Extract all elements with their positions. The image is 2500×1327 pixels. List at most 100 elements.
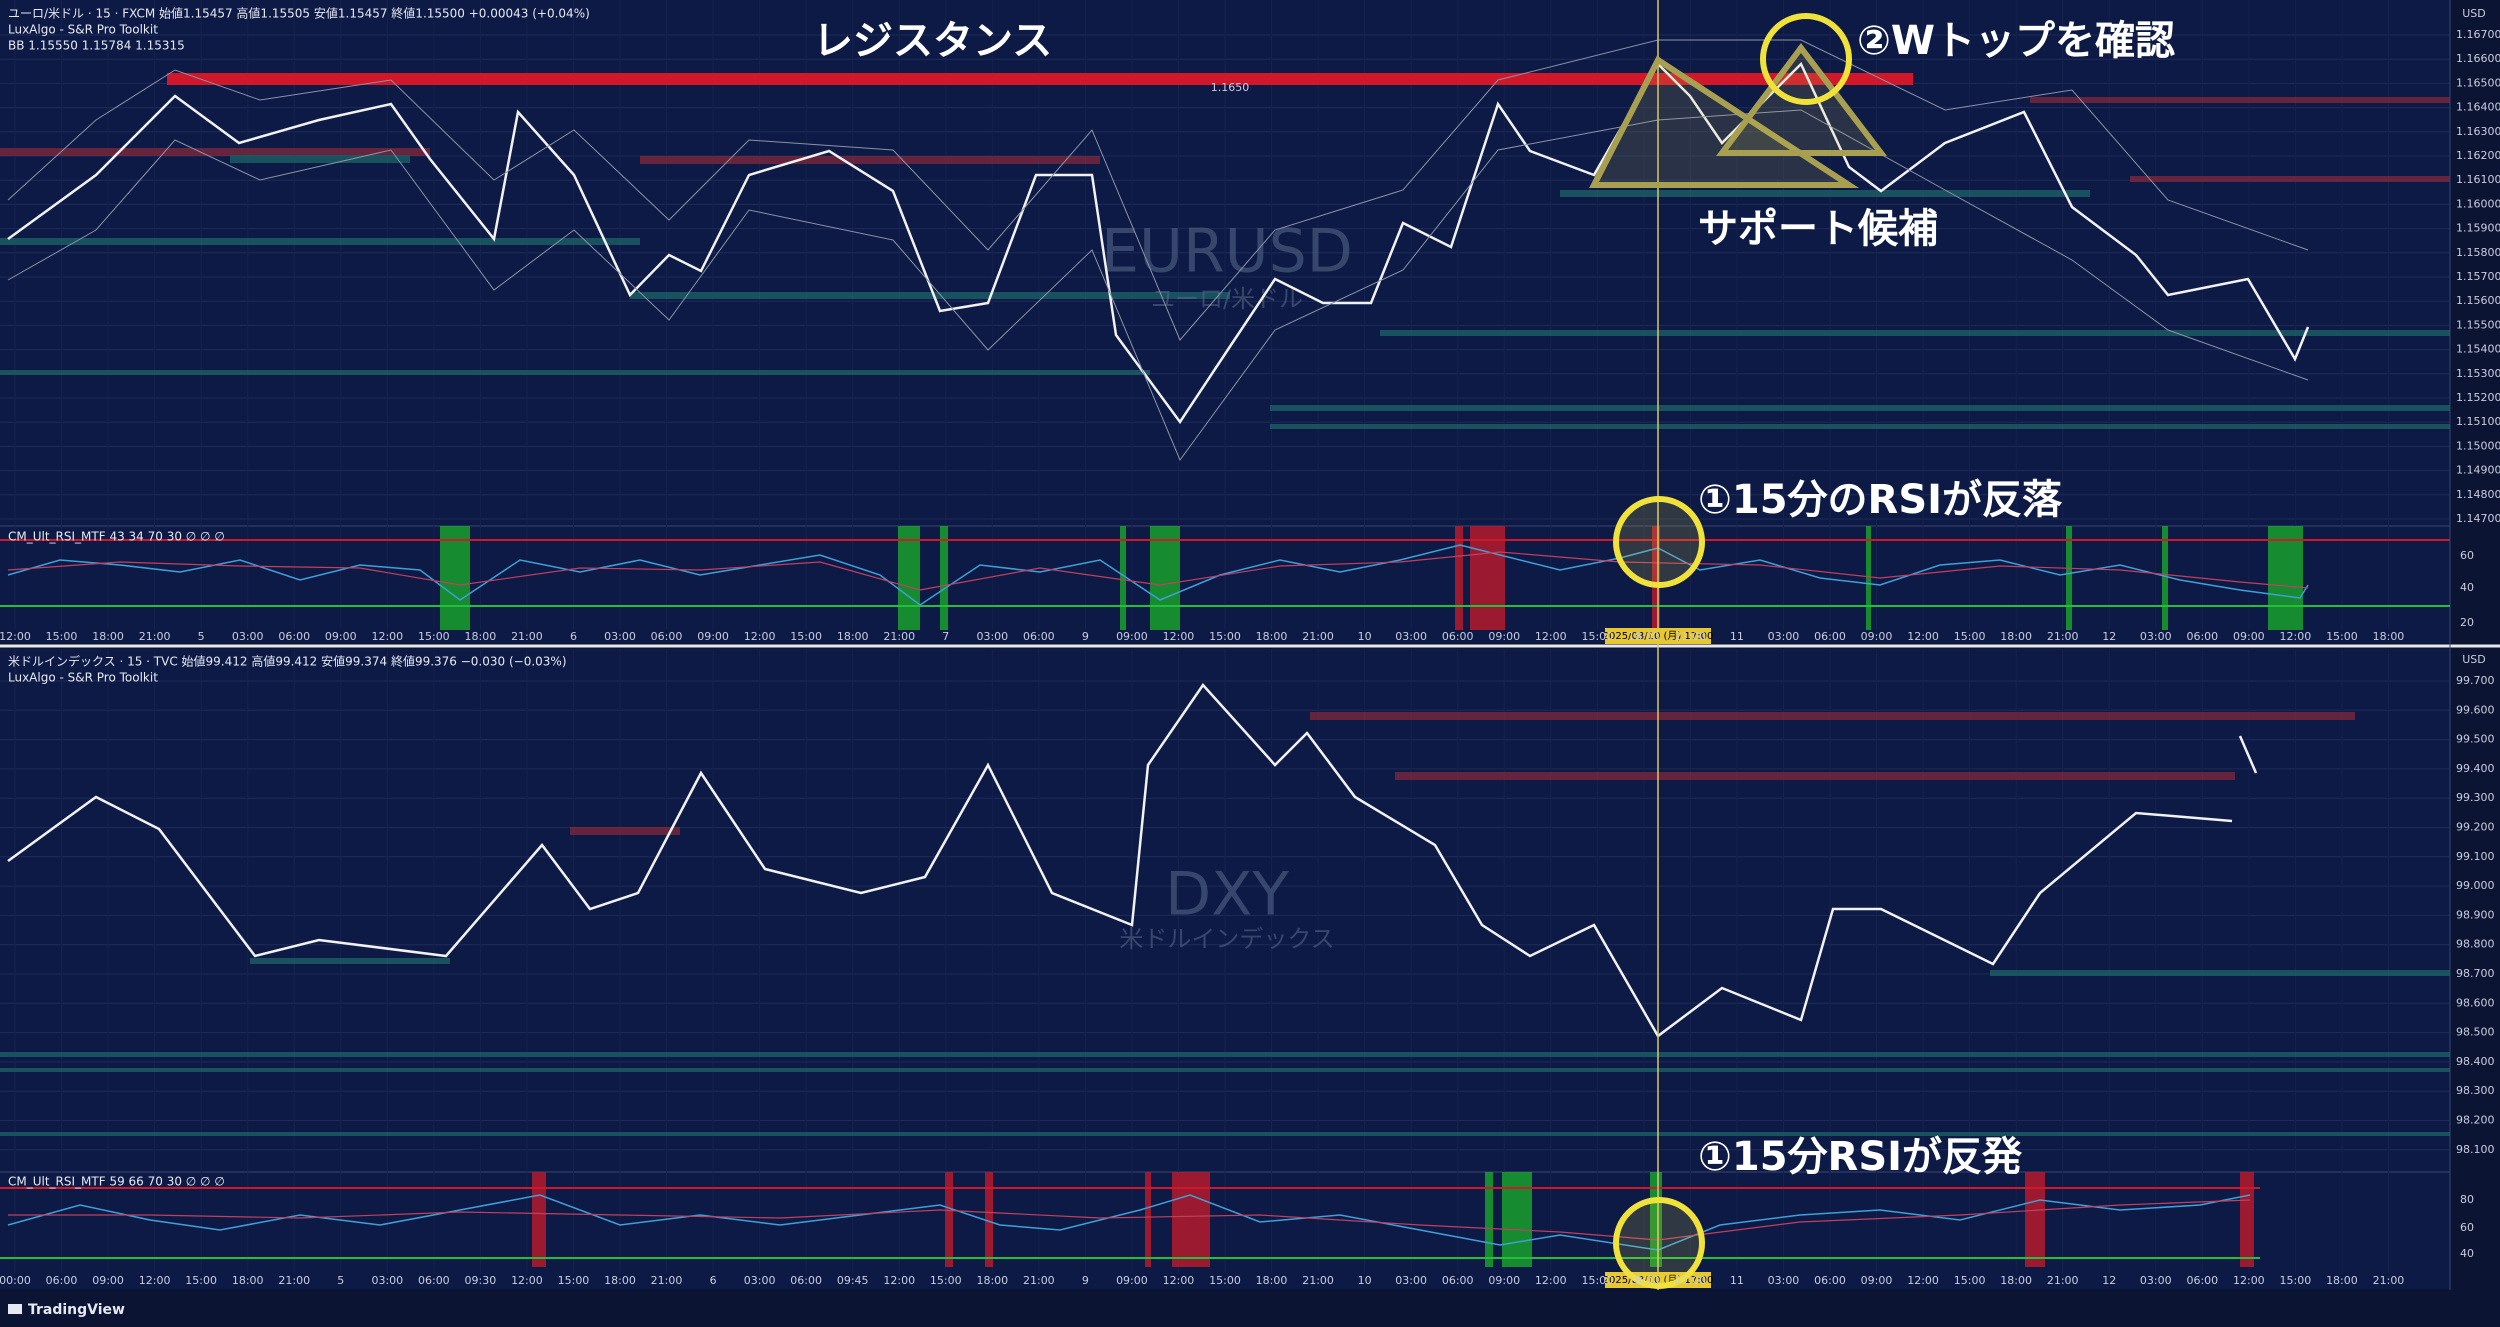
sr-zones: [0, 712, 2450, 1136]
zone: [0, 1052, 2450, 1057]
annotation: サポート候補: [1698, 206, 1938, 252]
time-label: 21:00: [2047, 630, 2079, 643]
signal: [985, 1172, 993, 1267]
time-label: 11: [1730, 1274, 1744, 1287]
zone: [2030, 97, 2450, 103]
price-label: 98.300: [2456, 1084, 2495, 1097]
signal: [1650, 1172, 1662, 1267]
price-label: 1.15400: [2456, 343, 2500, 356]
price-label: 1.16500: [2456, 76, 2500, 89]
time-label: 09:00: [2233, 630, 2265, 643]
time-label: 21:00: [1302, 630, 1334, 643]
currency: USD: [2462, 653, 2486, 666]
time-label: 18:00: [604, 1274, 636, 1287]
signal: [2162, 526, 2168, 630]
time-label: 15:00: [790, 630, 822, 643]
price-label: 99.000: [2456, 879, 2495, 892]
price-label: 1.14700: [2456, 512, 2500, 525]
time-label: 00:00: [0, 1274, 31, 1287]
price-label: 1.15300: [2456, 367, 2500, 380]
price-label: 98.600: [2456, 996, 2495, 1009]
time-label: 6: [570, 630, 577, 643]
price-label: 1.16200: [2456, 149, 2500, 162]
price-label: 98.400: [2456, 1055, 2495, 1068]
zone: [1270, 424, 2450, 429]
time-label: 12:00: [0, 630, 31, 643]
price-label: 99.100: [2456, 850, 2495, 863]
time-label: 09:30: [465, 1274, 497, 1287]
rsi-label: 20: [2460, 616, 2474, 629]
price-label: 99.600: [2456, 703, 2495, 716]
zone: [250, 958, 450, 964]
time-label: 15:00: [1209, 630, 1241, 643]
signal: [1470, 526, 1505, 630]
currency: USD: [2462, 7, 2486, 20]
annotation: ①15分RSIが反発: [1698, 1134, 2023, 1180]
indicator-header: LuxAlgo - S&R Pro Toolkit: [8, 671, 158, 685]
time-label: 06:00: [278, 630, 310, 643]
time-label: 03:00: [1768, 1274, 1800, 1287]
price-label: 99.700: [2456, 674, 2495, 687]
time-label: 21:00: [1675, 1274, 1707, 1287]
time-label: 09:00: [1861, 1274, 1893, 1287]
crosshair-time-box: [1605, 628, 1711, 644]
price-label: 1.15100: [2456, 415, 2500, 428]
price-label: 1.15900: [2456, 222, 2500, 235]
time-label: 21:00: [2373, 1274, 2405, 1287]
time-label: 06:00: [46, 1274, 78, 1287]
rsi-signal-line: [7, 551, 2309, 591]
rsi-signals: [440, 526, 2303, 630]
indicator-header: LuxAlgo - S&R Pro Toolkit: [8, 23, 158, 37]
resistance-label: 1.1650: [1211, 81, 1250, 94]
zone: [0, 238, 640, 245]
time-label: 03:00: [604, 630, 636, 643]
time-label: 03:00: [2140, 630, 2172, 643]
time-label: 15:00: [418, 630, 450, 643]
brand-logo: [8, 1304, 22, 1314]
price-line: [2238, 735, 2258, 774]
time-label: 18:00: [1256, 1274, 1288, 1287]
zone: [0, 1068, 2450, 1072]
symbol-header: ユーロ/米ドル · 15 · FXCM 始値1.15457 高値1.15505 …: [8, 6, 590, 21]
rsi-header: CM_Ult_RSI_MTF 43 34 70 30 ∅ ∅ ∅: [8, 530, 225, 544]
time-label: 18:00: [976, 1274, 1008, 1287]
price-label: 1.15700: [2456, 270, 2500, 283]
resistance-bar: [167, 73, 1913, 85]
signal: [1172, 1172, 1210, 1267]
highlight-circle: [1760, 13, 1852, 105]
price-label: 1.16100: [2456, 173, 2500, 186]
price-label: 98.200: [2456, 1114, 2495, 1127]
signal: [940, 526, 948, 630]
time-label: 09:00: [1488, 630, 1520, 643]
time-label: 03:00: [232, 630, 264, 643]
rsi-signals: [532, 1172, 2254, 1267]
signal: [1455, 526, 1463, 630]
zone: [1395, 772, 2235, 780]
time-label: 09:00: [325, 630, 357, 643]
signal: [440, 526, 470, 630]
time-label: 12:00: [1907, 1274, 1939, 1287]
time-label: 21:00: [883, 630, 915, 643]
time-label: 12:00: [1163, 630, 1195, 643]
time-label: 15:00: [558, 1274, 590, 1287]
time-label: 10: [1358, 630, 1372, 643]
signal: [2025, 1172, 2045, 1267]
price-label: 98.100: [2456, 1143, 2495, 1156]
time-label: 12:00: [1907, 630, 1939, 643]
time-label: 09:00: [1861, 630, 1893, 643]
time-label: 15:00: [1954, 630, 1986, 643]
time-label: 18:00: [232, 1274, 264, 1287]
time-label: 18:00: [2000, 1274, 2032, 1287]
time-label: 06:00: [418, 1274, 450, 1287]
time-label: 06:00: [2186, 630, 2218, 643]
time-label: 15:00: [46, 630, 78, 643]
time-label: 18:00: [92, 630, 124, 643]
time-label: 06:00: [1442, 630, 1474, 643]
time-label: 03:00: [1395, 630, 1427, 643]
price-label: 99.500: [2456, 733, 2495, 746]
time-label: 12:00: [371, 630, 403, 643]
watermark-sub: ユーロ/米ドル: [1151, 285, 1303, 313]
time-label: 12:00: [2280, 630, 2312, 643]
price-label: 99.400: [2456, 762, 2495, 775]
